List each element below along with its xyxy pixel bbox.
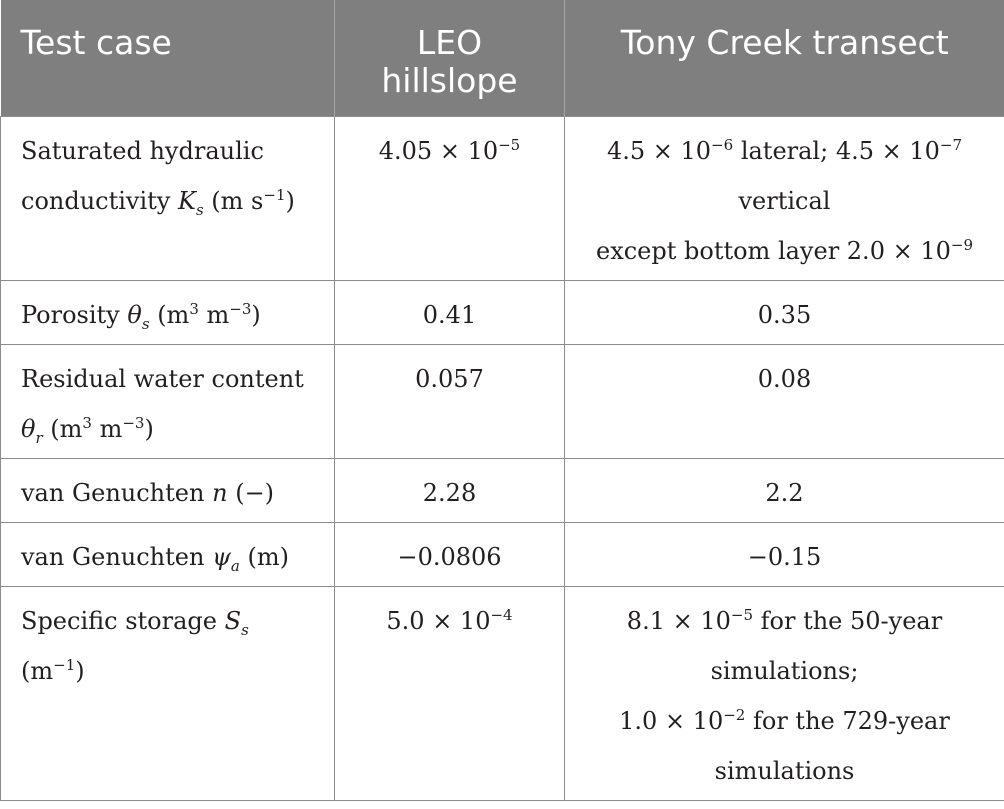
param-name: van Genuchten	[21, 542, 205, 571]
header-leo-hillslope: LEO hillslope	[334, 0, 565, 116]
header-tony-creek: Tony Creek transect	[620, 23, 949, 62]
param-name: Porosity	[21, 300, 120, 329]
param-symbol: ψ	[212, 542, 231, 571]
param-symbol: θ	[21, 414, 36, 443]
param-cell: van Genuchten ψa (m)	[0, 521, 335, 586]
param-cell: Specific storage Ss (m−1)	[0, 585, 335, 801]
param-symbol: θ	[127, 300, 142, 329]
table-row: Residual water content θr (m3 m−3) 0.057…	[0, 343, 1004, 458]
param-cell: van Genuchten n (−)	[0, 457, 335, 522]
table-row: van Genuchten ψa (m) −0.0806 −0.15	[0, 521, 1004, 586]
table-row: Saturated hydraulic conductivity Ks (m s…	[0, 115, 1004, 280]
table-header: Test case LEO hillslope Tony Creek trans…	[0, 0, 1004, 116]
header-row: Test case LEO hillslope Tony Creek trans…	[0, 0, 1004, 116]
param-name: van Genuchten	[21, 478, 205, 507]
leo-value: 5.0 × 10−4	[334, 585, 565, 801]
param-symbol: S	[224, 606, 242, 635]
param-unit: (m)	[247, 542, 289, 571]
param-name: Specific storage	[21, 606, 217, 635]
tony-value: 0.08	[564, 343, 1004, 458]
header-leo-text: LEO hillslope	[381, 23, 518, 100]
tony-value: 0.35	[564, 279, 1004, 344]
tony-value: 2.2	[564, 457, 1004, 522]
param-unit: (m s−1)	[211, 185, 295, 215]
table-row: Specific storage Ss (m−1) 5.0 × 10−4 8.1…	[0, 585, 1004, 801]
table-row: Porosity θs (m3 m−3) 0.41 0.35	[0, 279, 1004, 344]
table-row: van Genuchten n (−) 2.28 2.2	[0, 457, 1004, 522]
leo-value: 4.05 × 10−5	[334, 115, 565, 280]
header-test-case: Test case	[0, 0, 335, 116]
param-symbol-sub: s	[195, 200, 204, 219]
param-cell: Porosity θs (m3 m−3)	[0, 279, 335, 344]
leo-value: 0.057	[334, 343, 565, 458]
param-unit: (−)	[235, 478, 275, 507]
tony-value: 8.1 × 10−5 for the 50-year simulations; …	[564, 585, 1004, 801]
param-name: Residual water content	[21, 364, 304, 393]
param-symbol: K	[178, 186, 196, 215]
param-unit: (m3 m−3)	[157, 299, 261, 329]
param-name: Saturated hydraulic conductivity	[21, 136, 264, 215]
tony-value: −0.15	[564, 521, 1004, 586]
param-cell: Saturated hydraulic conductivity Ks (m s…	[0, 115, 335, 280]
leo-value: 2.28	[334, 457, 565, 522]
tony-value: 4.5 × 10−6 lateral; 4.5 × 10−7 vertical …	[564, 115, 1004, 280]
param-unit: (m−1)	[21, 655, 85, 685]
param-cell: Residual water content θr (m3 m−3)	[0, 343, 335, 458]
param-unit: (m3 m−3)	[50, 413, 154, 443]
leo-value: −0.0806	[334, 521, 565, 586]
table-body: Saturated hydraulic conductivity Ks (m s…	[0, 115, 1004, 801]
leo-value: 0.41	[334, 279, 565, 344]
param-symbol: n	[212, 478, 228, 507]
